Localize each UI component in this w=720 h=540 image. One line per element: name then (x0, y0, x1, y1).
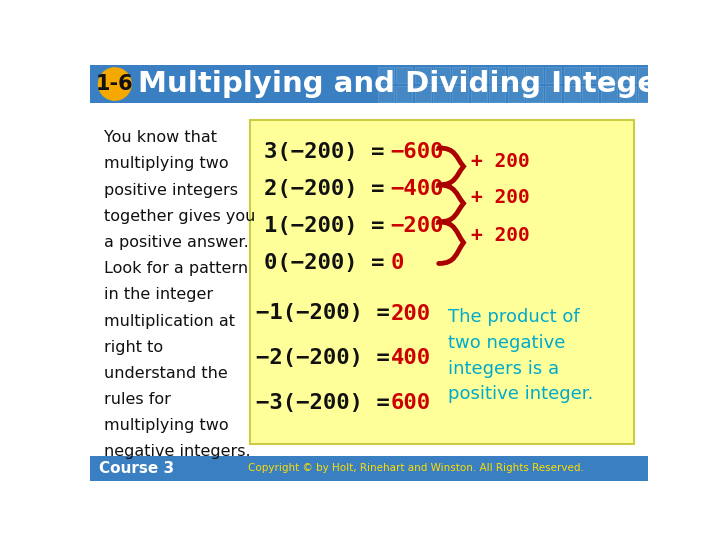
Text: −3(−200) =: −3(−200) = (256, 393, 403, 413)
Text: 1-6: 1-6 (96, 74, 134, 94)
Text: You know that: You know that (104, 130, 217, 145)
Text: −400: −400 (391, 179, 444, 199)
FancyBboxPatch shape (582, 67, 598, 83)
FancyBboxPatch shape (433, 67, 449, 83)
FancyBboxPatch shape (545, 67, 561, 83)
FancyBboxPatch shape (415, 85, 431, 102)
Text: 3(−200) =: 3(−200) = (264, 142, 398, 162)
FancyBboxPatch shape (251, 120, 634, 444)
Text: in the integer: in the integer (104, 287, 213, 302)
Text: 0(−200) =: 0(−200) = (264, 253, 398, 273)
FancyBboxPatch shape (415, 67, 431, 83)
Text: 0: 0 (391, 253, 404, 273)
FancyBboxPatch shape (90, 103, 648, 456)
Text: rules for: rules for (104, 392, 171, 407)
Text: understand the: understand the (104, 366, 228, 381)
Text: positive integers: positive integers (104, 183, 238, 198)
Text: Course 3: Course 3 (99, 461, 174, 476)
Text: 1(−200) =: 1(−200) = (264, 215, 398, 236)
FancyBboxPatch shape (433, 85, 449, 102)
FancyBboxPatch shape (489, 67, 505, 83)
FancyBboxPatch shape (508, 67, 524, 83)
Text: multiplying two: multiplying two (104, 157, 228, 171)
Text: Look for a pattern: Look for a pattern (104, 261, 248, 276)
FancyBboxPatch shape (600, 85, 617, 102)
FancyBboxPatch shape (90, 65, 648, 103)
Text: −200: −200 (391, 215, 444, 236)
Text: The product of
two negative
integers is a
positive integer.: The product of two negative integers is … (448, 308, 593, 403)
Text: negative integers.: negative integers. (104, 444, 251, 460)
FancyBboxPatch shape (545, 85, 561, 102)
FancyBboxPatch shape (471, 85, 487, 102)
Text: + 200: + 200 (472, 226, 530, 245)
FancyBboxPatch shape (564, 85, 580, 102)
Text: 600: 600 (391, 393, 431, 413)
Circle shape (99, 68, 131, 100)
FancyBboxPatch shape (638, 67, 654, 83)
FancyBboxPatch shape (396, 67, 413, 83)
Text: right to: right to (104, 340, 163, 355)
FancyBboxPatch shape (619, 67, 636, 83)
FancyBboxPatch shape (600, 67, 617, 83)
FancyBboxPatch shape (508, 85, 524, 102)
Text: −1(−200) =: −1(−200) = (256, 303, 403, 323)
FancyBboxPatch shape (564, 67, 580, 83)
FancyBboxPatch shape (638, 85, 654, 102)
Text: Multiplying and Dividing Integers: Multiplying and Dividing Integers (138, 70, 689, 98)
FancyBboxPatch shape (452, 67, 468, 83)
Text: 2(−200) =: 2(−200) = (264, 179, 398, 199)
Text: multiplying two: multiplying two (104, 418, 228, 433)
Text: −2(−200) =: −2(−200) = (256, 348, 403, 368)
Text: multiplication at: multiplication at (104, 314, 235, 328)
FancyBboxPatch shape (90, 456, 648, 481)
Text: Copyright © by Holt, Rinehart and Winston. All Rights Reserved.: Copyright © by Holt, Rinehart and Winsto… (248, 463, 583, 473)
FancyBboxPatch shape (582, 85, 598, 102)
Text: a positive answer.: a positive answer. (104, 235, 248, 250)
FancyBboxPatch shape (377, 85, 394, 102)
FancyBboxPatch shape (619, 85, 636, 102)
FancyBboxPatch shape (526, 67, 543, 83)
Text: −600: −600 (391, 142, 444, 162)
Text: 400: 400 (391, 348, 431, 368)
Text: + 200: + 200 (472, 188, 530, 207)
FancyBboxPatch shape (396, 85, 413, 102)
Text: together gives you: together gives you (104, 209, 256, 224)
Text: + 200: + 200 (472, 152, 530, 171)
Text: 200: 200 (391, 303, 431, 323)
FancyBboxPatch shape (489, 85, 505, 102)
FancyBboxPatch shape (377, 67, 394, 83)
FancyBboxPatch shape (471, 67, 487, 83)
FancyBboxPatch shape (452, 85, 468, 102)
FancyBboxPatch shape (526, 85, 543, 102)
